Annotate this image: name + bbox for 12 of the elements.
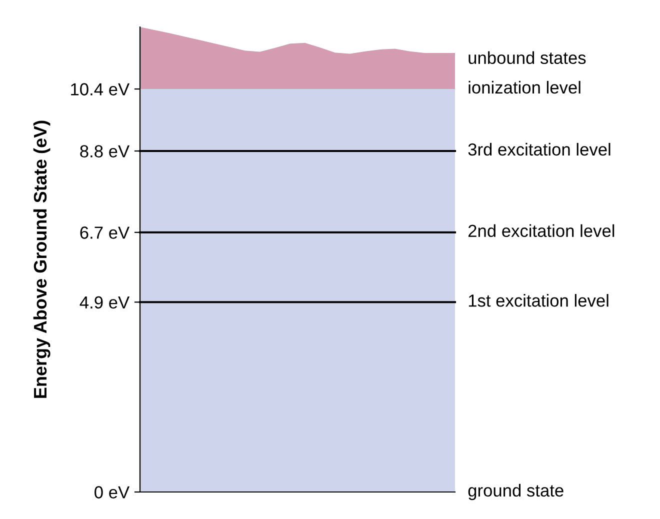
y-tick-label: 10.4 eV <box>71 83 130 96</box>
ref-line-label: 2nd excitation level <box>468 224 614 238</box>
text: unbound states <box>468 51 586 64</box>
ref-line-label: 1st excitation level <box>468 294 608 307</box>
text: ground state <box>468 484 564 500</box>
y-tick-label: 6.7 eV <box>80 226 130 239</box>
y-tick-label: 8.8 eV <box>80 145 130 158</box>
text: ionization level <box>468 80 580 94</box>
y-tick-label: 0 eV <box>94 486 130 498</box>
y-tick-label: 4.9 eV <box>80 296 130 309</box>
y-axis-title: Energy Above Ground State (eV) <box>33 120 50 398</box>
ref-line-label: 3rd excitation level <box>468 142 610 156</box>
